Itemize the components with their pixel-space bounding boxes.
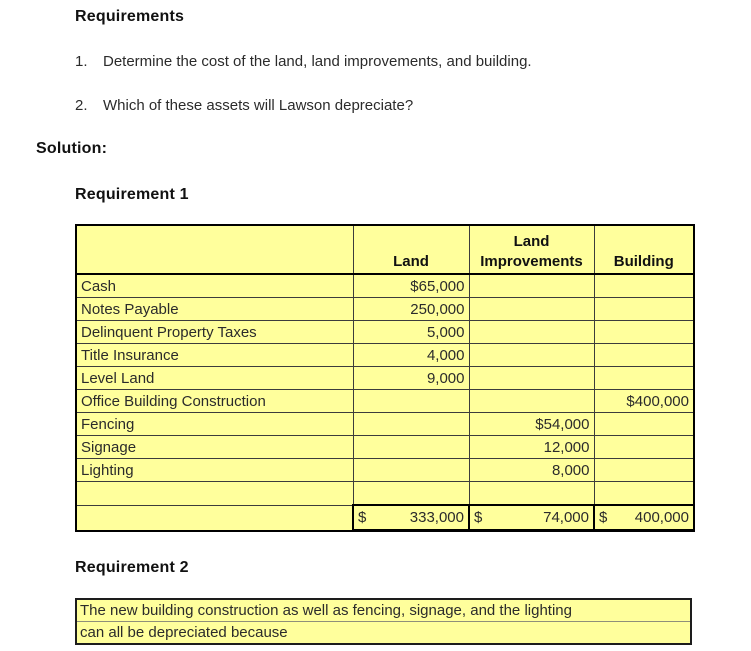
solution-label: Solution:: [36, 140, 108, 157]
row-label: Cash: [75, 273, 354, 298]
cell-land: [352, 389, 470, 413]
row-label: Office Building Construction: [75, 389, 354, 413]
item-number: 1.: [75, 53, 88, 70]
cell-improvements: [468, 366, 595, 390]
cell-land: 5,000: [352, 320, 470, 344]
cell-improvements: [468, 297, 595, 321]
table-row: Signage 12,000: [75, 435, 695, 459]
col-header-land: Land: [352, 224, 470, 275]
cell-land: [352, 412, 470, 436]
cell-building: [593, 366, 695, 390]
row-label: Delinquent Property Taxes: [75, 320, 354, 344]
cell-land: [352, 481, 470, 506]
total-building: $ 400,000: [593, 504, 695, 532]
item-text: Determine the cost of the land, land imp…: [103, 53, 532, 70]
col-header-blank: [75, 224, 354, 275]
answer-line: can all be depreciated because: [77, 621, 690, 643]
requirement2-heading: Requirement 2: [75, 559, 189, 576]
item-number: 2.: [75, 97, 88, 114]
table-row: Delinquent Property Taxes 5,000: [75, 320, 695, 344]
row-label: Title Insurance: [75, 343, 354, 367]
item-text: Which of these assets will Lawson deprec…: [103, 97, 414, 114]
currency-symbol: $: [599, 509, 608, 526]
cell-improvements: [468, 481, 595, 506]
cell-building: [593, 273, 695, 298]
table-row: Office Building Construction $400,000: [75, 389, 695, 413]
answer-line: The new building construction as well as…: [80, 602, 572, 619]
table-row: Fencing $54,000: [75, 412, 695, 436]
requirements-heading: Requirements: [75, 8, 185, 25]
row-label: Lighting: [75, 458, 354, 482]
row-label: Notes Payable: [75, 297, 354, 321]
cell-land: 4,000: [352, 343, 470, 367]
total-value: 333,000: [409, 509, 464, 526]
requirement-item-1: 1. Determine the cost of the land, land …: [75, 53, 751, 70]
total-row: $ 333,000 $ 74,000 $ 400,000: [75, 504, 695, 532]
total-improvements: $ 74,000: [468, 504, 595, 532]
cost-allocation-table: Land Land Improvements Building Cash $65…: [75, 224, 695, 532]
cell-building: [593, 320, 695, 344]
cell-improvements: [468, 343, 595, 367]
requirement-item-2: 2. Which of these assets will Lawson dep…: [75, 97, 751, 114]
table-row-blank: [75, 481, 695, 506]
col-header-building: Building: [593, 224, 695, 275]
cell-land: 9,000: [352, 366, 470, 390]
cell-improvements: [468, 389, 595, 413]
cell-improvements: $54,000: [468, 412, 595, 436]
cell-building: [593, 297, 695, 321]
table-row: Notes Payable 250,000: [75, 297, 695, 321]
currency-symbol: $: [358, 509, 367, 526]
cell-building: $400,000: [593, 389, 695, 413]
header-row: Land Land Improvements Building: [75, 224, 695, 275]
cell-improvements: 12,000: [468, 435, 595, 459]
cell-building: [593, 481, 695, 506]
table-row: Cash $65,000: [75, 273, 695, 298]
row-label: [75, 481, 354, 506]
row-label: Signage: [75, 435, 354, 459]
cell-building: [593, 343, 695, 367]
cell-land: [352, 458, 470, 482]
cell-improvements: [468, 320, 595, 344]
total-value: 400,000: [634, 509, 689, 526]
cell-land: $65,000: [352, 273, 470, 298]
cell-improvements: [468, 273, 595, 298]
total-row-label: [75, 504, 354, 531]
col-header-land-improvements: Land Improvements: [468, 224, 595, 275]
answer-box: The new building construction as well as…: [75, 598, 692, 645]
total-value: 74,000: [543, 509, 589, 526]
table-row: Title Insurance 4,000: [75, 343, 695, 367]
cell-land: [352, 435, 470, 459]
row-label: Level Land: [75, 366, 354, 390]
cell-building: [593, 412, 695, 436]
total-land: $ 333,000: [352, 504, 470, 532]
table-row: Level Land 9,000: [75, 366, 695, 390]
cell-land: 250,000: [352, 297, 470, 321]
cell-building: [593, 458, 695, 482]
table-row: Lighting 8,000: [75, 458, 695, 482]
cell-improvements: 8,000: [468, 458, 595, 482]
cell-building: [593, 435, 695, 459]
currency-symbol: $: [474, 509, 483, 526]
requirement1-heading: Requirement 1: [75, 186, 189, 203]
row-label: Fencing: [75, 412, 354, 436]
